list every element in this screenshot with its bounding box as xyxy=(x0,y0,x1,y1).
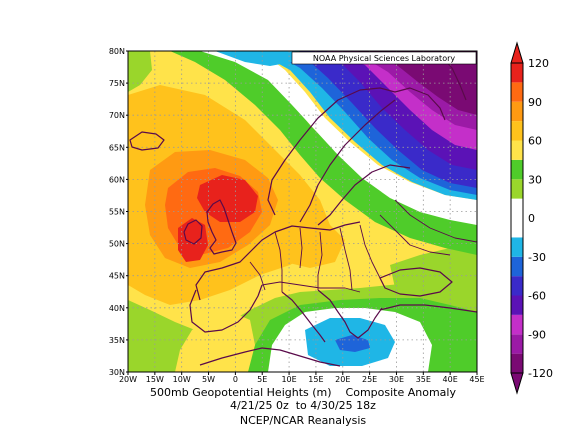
coastline-turkey xyxy=(379,304,477,313)
caption-line-3: NCEP/NCAR Reanalysis xyxy=(239,414,367,427)
y-tick-label: 70N xyxy=(109,111,125,120)
x-tick-label: 5W xyxy=(202,375,215,384)
x-tick-label: 15W xyxy=(146,375,164,384)
colorbar-swatch xyxy=(511,276,523,296)
anomaly-region-green-west xyxy=(128,51,152,92)
colorbar-tick-label: 0 xyxy=(528,212,535,225)
anomaly-region-green-east xyxy=(390,240,477,292)
colorbar-min-arrow xyxy=(510,372,524,395)
map-panel xyxy=(128,51,477,372)
x-tick-label: 20W xyxy=(119,375,137,384)
coastline-north-africa xyxy=(199,347,341,367)
colorbar: 120 90 60 30 0 -30 -60 -90 -120 xyxy=(510,41,553,395)
y-tick-label: 65N xyxy=(109,143,125,152)
colorbar-swatch xyxy=(511,295,523,315)
anomaly-region-neutral-north xyxy=(200,51,477,225)
colorbar-frame xyxy=(510,62,524,374)
colorbar-max-arrow xyxy=(510,41,524,64)
y-tick-label: 50N xyxy=(109,240,125,249)
colorbar-swatch xyxy=(511,159,523,180)
coastline-iberia xyxy=(189,284,263,333)
colorbar-tick-label: 120 xyxy=(528,57,549,70)
y-tick-label: 45N xyxy=(109,272,125,281)
x-tick-label: 10W xyxy=(173,375,191,384)
colorbar-swatch xyxy=(511,314,523,335)
coastline-kola xyxy=(394,87,446,121)
y-tick-label: 30N xyxy=(109,368,125,377)
anomaly-region-neg-dark-purple-north xyxy=(355,51,477,115)
border-network xyxy=(249,199,477,293)
y-tick-label: 40N xyxy=(109,304,125,313)
caption-line-1: 500mb Geopotential Heights (m) Composite… xyxy=(150,386,456,399)
colorbar-swatch xyxy=(511,256,523,277)
x-tick-label: 5E xyxy=(257,375,267,384)
x-tick-label: 20E xyxy=(335,375,350,384)
coastline-italy xyxy=(281,291,326,343)
colorbar-swatch xyxy=(511,237,523,257)
colorbar-swatch xyxy=(511,179,523,199)
colorbar-tick-label: 60 xyxy=(528,135,542,148)
colorbar-swatch xyxy=(511,82,523,102)
anomaly-region-neg-blue-mediterranean xyxy=(335,335,370,352)
x-tick-label: 25E xyxy=(362,375,377,384)
colorbar-tick-label: -90 xyxy=(528,328,546,341)
x-tick-label: 10E xyxy=(281,375,296,384)
colorbar-swatch xyxy=(511,198,523,238)
coastline-iceland xyxy=(129,131,165,151)
latitude-tick-labels: 30N 35N 40N 45N 50N 55N 60N 65N 70N 75N 80N xyxy=(109,47,128,377)
coastlines-and-borders xyxy=(129,54,477,367)
coastline-norway xyxy=(267,87,396,216)
colorbar-swatch xyxy=(511,140,523,160)
longitude-tick-labels: 20W 15W 10W 5W 0 5E 10E 15E 20E 25E 30E 35E 40E 45E xyxy=(119,372,485,384)
colorbar-tick-label: -30 xyxy=(528,251,546,264)
caption-line-2: 4/21/25 0z to 4/30/25 18z xyxy=(230,399,376,412)
colorbar-swatch xyxy=(511,334,523,354)
anomaly-region-pos-red-north xyxy=(197,175,258,222)
y-tick-label: 75N xyxy=(109,79,125,88)
colorbar-swatch xyxy=(511,353,523,373)
colorbar-tick-label: 90 xyxy=(528,96,542,109)
anomaly-region-green-north xyxy=(170,51,477,255)
colorbar-swatch xyxy=(511,101,523,122)
colorbar-tick-label: -120 xyxy=(528,367,553,380)
coastline-western-europe xyxy=(195,221,361,301)
x-tick-label: 30E xyxy=(389,375,404,384)
y-tick-label: 60N xyxy=(109,175,125,184)
colorbar-swatch xyxy=(511,63,523,83)
x-tick-label: 15E xyxy=(308,375,323,384)
colorbar-tick-label: 30 xyxy=(528,173,542,186)
colorbar-tick-label: -60 xyxy=(528,290,546,303)
credit-box xyxy=(291,51,477,65)
coastline-baltic xyxy=(317,164,411,226)
coastline-great-britain xyxy=(206,199,237,255)
anomaly-region-pos-orange-central xyxy=(270,222,345,268)
coastline-ireland xyxy=(183,219,203,245)
coastline-black-sea xyxy=(379,267,453,297)
anomaly-region-neg-cyan-top xyxy=(215,51,300,66)
y-tick-label: 80N xyxy=(109,47,125,56)
coastline-sweden-finland xyxy=(299,99,396,223)
anomaly-fill xyxy=(128,51,477,372)
x-tick-label: 45E xyxy=(469,375,484,384)
x-tick-label: 35E xyxy=(416,375,431,384)
x-tick-label: 40E xyxy=(443,375,458,384)
credit-text: NOAA Physical Sciences Laboratory xyxy=(313,54,456,63)
x-tick-label: 0 xyxy=(233,375,238,384)
coastline-balkans-greece xyxy=(317,289,383,339)
caption: 500mb Geopotential Heights (m) Composite… xyxy=(128,386,478,427)
y-tick-label: 35N xyxy=(109,336,125,345)
colorbar-swatch xyxy=(511,121,523,141)
y-tick-label: 55N xyxy=(109,208,125,217)
